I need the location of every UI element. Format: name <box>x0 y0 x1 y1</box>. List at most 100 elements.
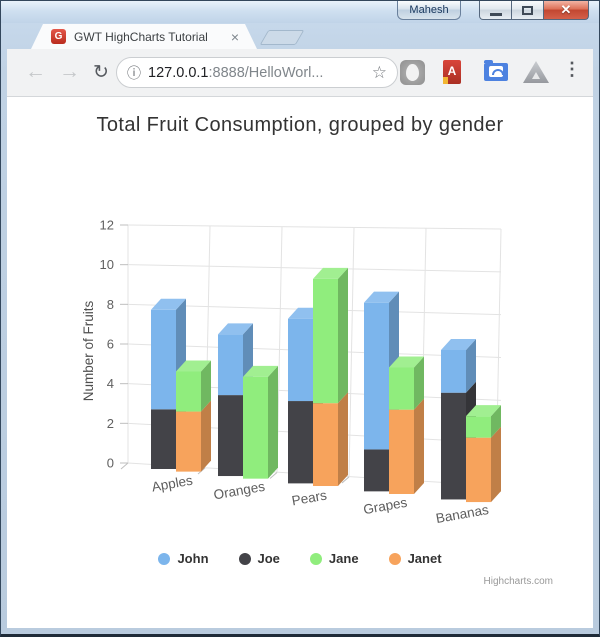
legend-item-john[interactable]: John <box>158 551 209 566</box>
page-content: Total Fruit Consumption, grouped by gend… <box>7 97 593 628</box>
column-segment-janet <box>389 409 414 494</box>
url-path: :8888/HelloWorl... <box>208 64 324 81</box>
highcharts-credits[interactable]: Highcharts.com <box>483 576 553 587</box>
column-side-face <box>338 267 348 404</box>
legend-item-janet[interactable]: Janet <box>388 551 442 566</box>
x-axis-label: Oranges <box>212 479 266 503</box>
x-axis-tick <box>269 472 278 479</box>
reload-icon[interactable]: ↻ <box>93 62 109 83</box>
x-axis-tick <box>341 476 350 484</box>
address-bar[interactable]: ⓘ 127.0.0.1:8888/HelloWorl... ☆ <box>116 57 398 88</box>
column-segment-john <box>151 309 176 410</box>
y-axis-label: 12 <box>100 218 114 233</box>
drive-extension-icon[interactable] <box>523 61 549 83</box>
column-side-face <box>201 360 211 412</box>
column-segment-joe <box>151 409 176 469</box>
legend-marker-icon <box>238 552 251 565</box>
legend-label: Joe <box>257 551 280 566</box>
y-axis-title: Number of Fruits <box>81 300 96 401</box>
tab-strip: G GWT HighCharts Tutorial × <box>1 23 599 49</box>
window-controls: ✕ <box>479 1 589 20</box>
legend-label: John <box>177 551 209 566</box>
column-side-face <box>491 405 501 438</box>
legend-marker-icon <box>388 552 401 565</box>
gridline-vertical <box>348 227 355 477</box>
column-segment-john <box>441 350 466 393</box>
column-side-face <box>466 339 476 393</box>
column-top-face <box>466 405 501 417</box>
column-top-face <box>176 360 211 372</box>
page-info-icon[interactable]: ⓘ <box>127 64 141 81</box>
column-top-face <box>218 323 253 335</box>
y-axis-label: 10 <box>100 257 114 272</box>
column-segment-joe <box>364 449 389 492</box>
close-button[interactable]: ✕ <box>543 1 589 20</box>
back-icon[interactable]: ← <box>25 60 46 83</box>
minimize-icon <box>489 13 502 16</box>
book-corner <box>443 77 448 84</box>
legend-item-joe[interactable]: Joe <box>238 551 280 566</box>
x-axis-tick <box>120 462 129 470</box>
legend-marker-icon <box>309 552 322 565</box>
window-titlebar[interactable]: Mahesh ✕ <box>1 1 599 23</box>
close-icon: ✕ <box>560 2 572 17</box>
gridline-horizontal <box>127 264 502 273</box>
gwt-logo-icon: G <box>51 29 66 44</box>
bookmark-star-icon[interactable]: ☆ <box>371 62 387 82</box>
y-axis-label: 0 <box>107 456 114 471</box>
y-axis-label: 8 <box>107 297 114 312</box>
x-axis-label: Pears <box>291 487 329 508</box>
maximize-button[interactable] <box>511 1 544 20</box>
legend-item-jane[interactable]: Jane <box>309 551 359 566</box>
column-side-face <box>414 398 424 494</box>
column-segment-jane <box>243 376 268 479</box>
column-top-face <box>151 298 186 310</box>
column-segment-janet <box>466 437 491 503</box>
gauge-panel <box>489 66 504 77</box>
column-segment-john <box>218 334 243 396</box>
column-segment-janet <box>176 411 201 472</box>
new-tab-button[interactable] <box>259 30 305 45</box>
tab-close-icon[interactable]: × <box>230 28 239 45</box>
url-host: 127.0.0.1 <box>148 64 209 81</box>
x-axis-label: Apples <box>151 473 195 495</box>
column-segment-jane <box>466 416 491 438</box>
chart-plot: 0 2 4 6 8 10 12 Number of Fruits Apples Oranges Pe… <box>81 218 502 526</box>
chart-legend: John Joe Jane Janet <box>7 551 593 566</box>
forward-icon[interactable]: → <box>59 60 80 83</box>
folder-chart-extension-icon[interactable] <box>484 60 508 81</box>
minimize-button[interactable] <box>479 1 512 20</box>
column-top-face <box>364 291 399 303</box>
maximize-icon <box>522 5 533 15</box>
dictionary-extension-icon[interactable]: A <box>443 60 461 84</box>
y-axis-label: 4 <box>107 376 114 391</box>
y-axis-label: 6 <box>107 337 114 352</box>
column-segment-jane <box>313 278 338 404</box>
tab-title: GWT HighCharts Tutorial <box>74 29 208 44</box>
shield-extension-icon[interactable] <box>400 60 425 85</box>
column-top-face <box>441 339 476 350</box>
column-segment-joe <box>288 401 313 484</box>
kebab-menu-icon[interactable]: ⋮ <box>563 59 581 79</box>
column-side-face <box>201 400 211 472</box>
column-top-face <box>389 356 424 368</box>
legend-marker-icon <box>158 552 171 565</box>
column-side-face <box>338 392 348 487</box>
browser-tab[interactable]: G GWT HighCharts Tutorial × <box>31 24 257 49</box>
gridline-horizontal <box>127 224 502 230</box>
column-segment-jane <box>176 371 201 412</box>
column-segment-john <box>364 302 389 450</box>
y-axis-label: 2 <box>107 416 114 431</box>
column-segment-joe <box>441 392 466 500</box>
column-top-face <box>313 267 348 279</box>
x-axis-label: Grapes <box>362 495 408 518</box>
column-segment-jane <box>389 367 414 410</box>
legend-label: Jane <box>328 551 359 566</box>
column-side-face <box>414 356 424 410</box>
column-segment-janet <box>313 403 338 487</box>
column-side-face <box>268 365 278 479</box>
column-side-face <box>491 426 501 503</box>
profile-button[interactable]: Mahesh <box>397 1 461 20</box>
column-segment-joe <box>218 395 243 477</box>
